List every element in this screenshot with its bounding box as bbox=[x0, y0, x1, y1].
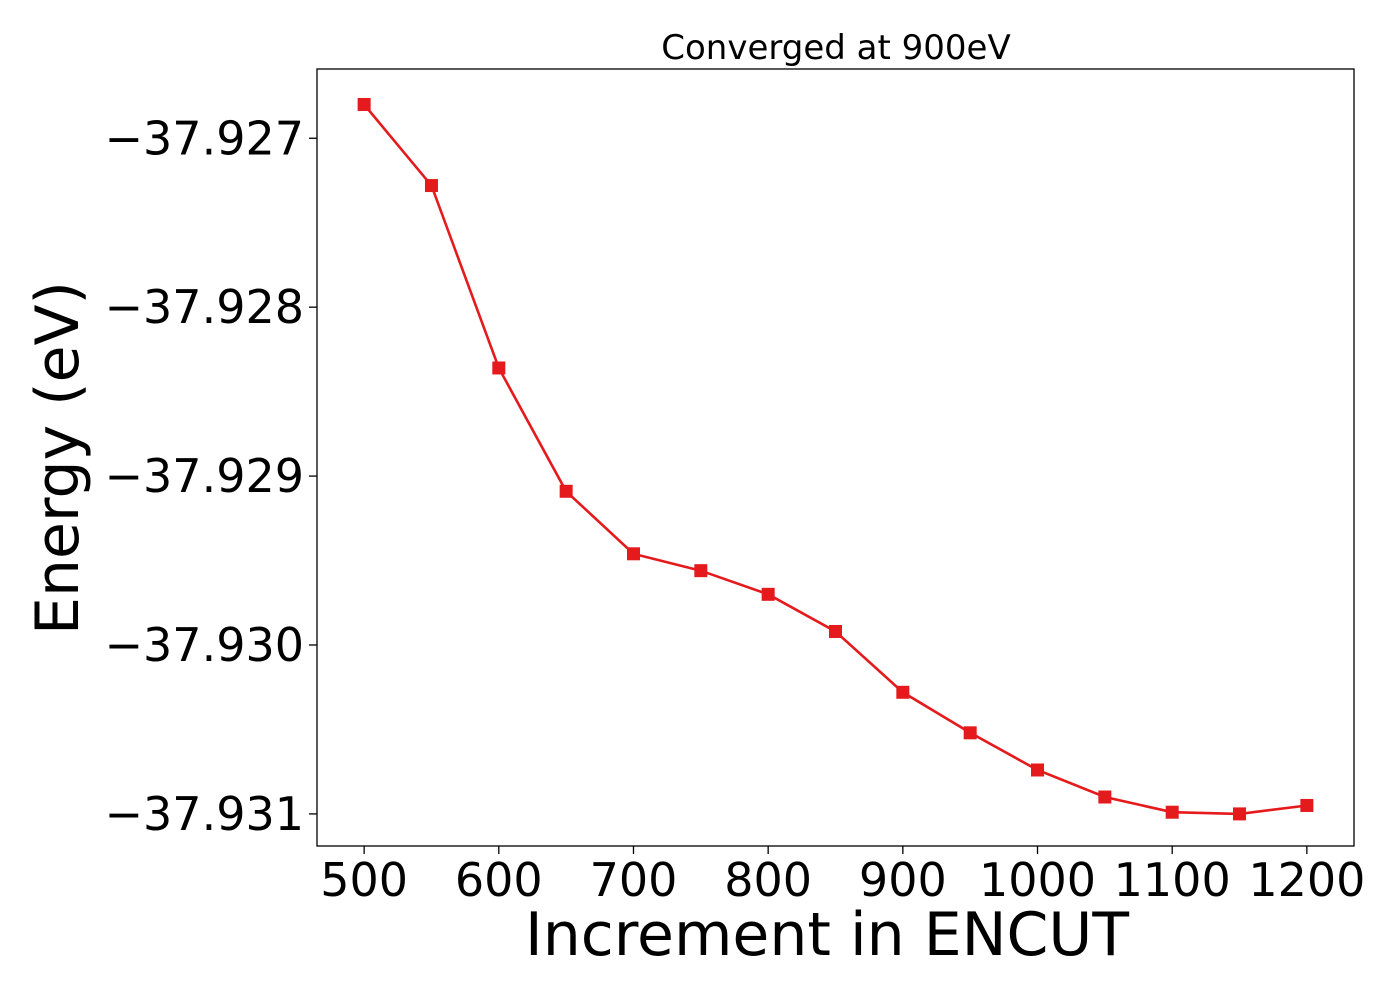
data-point-marker bbox=[1098, 790, 1112, 804]
y-tick-label: −37.927 bbox=[105, 111, 305, 165]
data-point-marker bbox=[357, 97, 371, 111]
x-tick-label: 800 bbox=[724, 853, 812, 907]
x-tick-label: 1000 bbox=[979, 853, 1096, 907]
x-tick-label: 900 bbox=[859, 853, 947, 907]
x-tick-label: 1100 bbox=[1114, 853, 1231, 907]
data-point-marker bbox=[963, 726, 977, 740]
x-tick-label: 700 bbox=[590, 853, 678, 907]
y-axis-label: Energy (eV) bbox=[23, 281, 93, 635]
y-tick-label: −37.929 bbox=[105, 449, 305, 503]
y-tick-label: −37.930 bbox=[105, 618, 305, 672]
x-tick-label: 1200 bbox=[1248, 853, 1365, 907]
plot-frame bbox=[316, 68, 1355, 847]
x-tick-label: 500 bbox=[320, 853, 408, 907]
y-tick-label: −37.931 bbox=[105, 787, 305, 841]
x-tick-label: 600 bbox=[455, 853, 543, 907]
data-point-marker bbox=[559, 484, 573, 498]
data-point-marker bbox=[626, 547, 640, 561]
y-tick-label: −37.928 bbox=[105, 280, 305, 334]
data-point-marker bbox=[492, 361, 506, 375]
y-axis: −37.927 −37.928 −37.929 −37.930 −37.931 bbox=[105, 111, 317, 841]
x-axis-label: Increment in ENCUT bbox=[525, 900, 1129, 970]
x-axis: 500 600 700 800 900 1000 1100 1200 bbox=[320, 846, 1365, 907]
data-point-marker bbox=[761, 587, 775, 601]
data-point-marker bbox=[829, 624, 842, 638]
data-point-marker bbox=[1233, 807, 1247, 821]
data-point-marker bbox=[1300, 798, 1314, 812]
series-layer bbox=[357, 97, 1314, 821]
data-point-marker bbox=[1165, 805, 1179, 819]
series-line bbox=[363, 103, 1308, 816]
chart-title: Converged at 900eV bbox=[661, 28, 1010, 68]
data-point-marker bbox=[424, 179, 438, 193]
data-point-marker bbox=[896, 685, 910, 699]
data-point-marker bbox=[1031, 763, 1045, 777]
data-point-marker bbox=[694, 564, 708, 578]
